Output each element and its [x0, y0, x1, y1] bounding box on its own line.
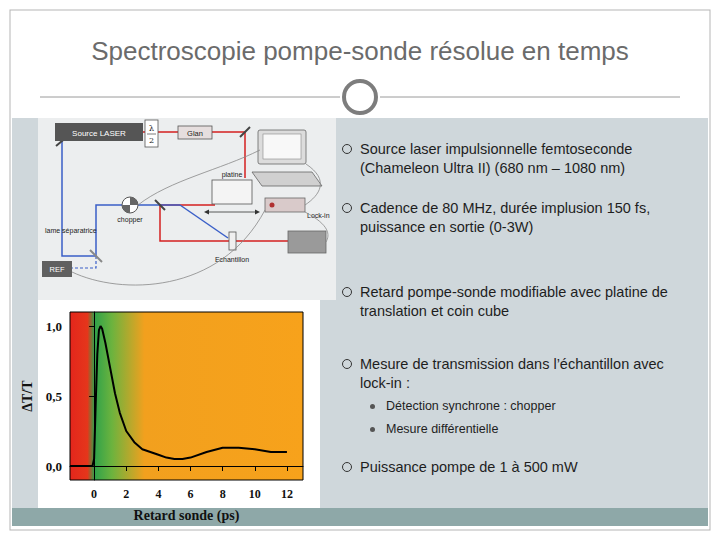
svg-text:REF: REF: [50, 265, 65, 274]
svg-text:2: 2: [149, 136, 154, 145]
svg-text:10: 10: [249, 487, 261, 501]
html-text:Mesure différentielle: Mesure différentielle: [386, 422, 499, 436]
svg-text:Lock-in: Lock-in: [307, 212, 330, 219]
svg-text:lame séparatrice: lame séparatrice: [45, 227, 97, 235]
svg-text:0: 0: [91, 487, 97, 501]
svg-text:8: 8: [220, 487, 226, 501]
svg-text:6: 6: [188, 487, 194, 501]
svg-text:ΔT/T: ΔT/T: [20, 380, 35, 412]
html-text:Puissance pompe de 1 à 500 mW: Puissance pompe de 1 à 500 mW: [360, 459, 578, 475]
svg-text:λ: λ: [149, 124, 154, 133]
html-text:Source laser impulsionnelle fe: Source laser impulsionnelle femtoseconde…: [360, 141, 633, 176]
svg-text:Source LASER: Source LASER: [72, 129, 126, 138]
html-text:Détection synchrone : chopper: Détection synchrone : chopper: [386, 399, 556, 413]
svg-text:2: 2: [123, 487, 129, 501]
svg-text:Retard sonde (ps): Retard sonde (ps): [134, 508, 240, 524]
svg-text:0,5: 0,5: [46, 389, 63, 404]
svg-text:Echantillon: Echantillon: [215, 256, 249, 263]
html-text:Cadence de 80 MHz, durée implu: Cadence de 80 MHz, durée implusion 150 f…: [360, 200, 651, 235]
html-text:Mesure de transmission dans l’: Mesure de transmission dans l’échantillo…: [360, 356, 664, 391]
svg-text:Glan: Glan: [187, 129, 203, 138]
svg-text:0,0: 0,0: [46, 459, 62, 474]
html-text:Spectroscopie pompe-sonde réso: Spectroscopie pompe-sonde résolue en tem…: [91, 36, 629, 66]
svg-text:1,0: 1,0: [46, 319, 62, 334]
html-text:Retard pompe-sonde modifiable: Retard pompe-sonde modifiable avec plati…: [360, 284, 668, 319]
svg-text:chopper: chopper: [117, 216, 143, 224]
svg-text:platine: platine: [222, 171, 243, 179]
svg-text:12: 12: [281, 487, 293, 501]
svg-text:4: 4: [155, 487, 161, 501]
